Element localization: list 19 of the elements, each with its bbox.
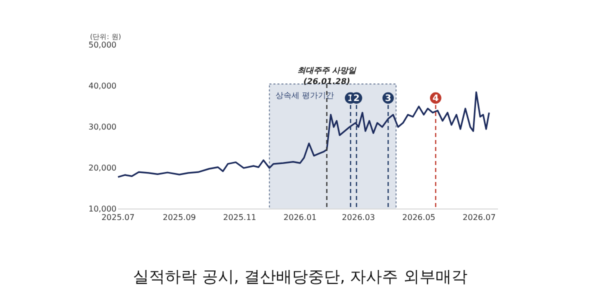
y-tick-label: 10,000	[88, 204, 116, 214]
y-tick-label: 30,000	[88, 122, 116, 132]
ref-line-label: 최대주주 사망일 (26.01.28)	[297, 66, 358, 86]
line-series	[117, 91, 490, 178]
x-tick-label: 2025.07	[101, 213, 135, 222]
text: 실적하락 공시, 결산배당중단, 자사주 외부매각	[132, 267, 468, 286]
band-label: 상속세 평가기간	[275, 91, 334, 100]
x-tick-label: 2026.03	[342, 213, 376, 222]
y-tick-label: 40,000	[88, 82, 116, 90]
x-tick-label: 2026.05	[402, 213, 436, 222]
ref-line-label: 4	[432, 94, 439, 104]
ref-line-label: 3	[385, 94, 392, 104]
x-tick-label: 2026.07	[462, 213, 496, 222]
x-tick-label: 2025.09	[162, 213, 196, 222]
x-tick-label: 2025.11	[223, 213, 256, 222]
x-tick-label: 2026.01	[284, 213, 317, 222]
y-tick-label: 50,000	[88, 40, 116, 50]
y-tick-label: 20,000	[88, 164, 116, 172]
ref-line-label: 2	[353, 94, 360, 104]
